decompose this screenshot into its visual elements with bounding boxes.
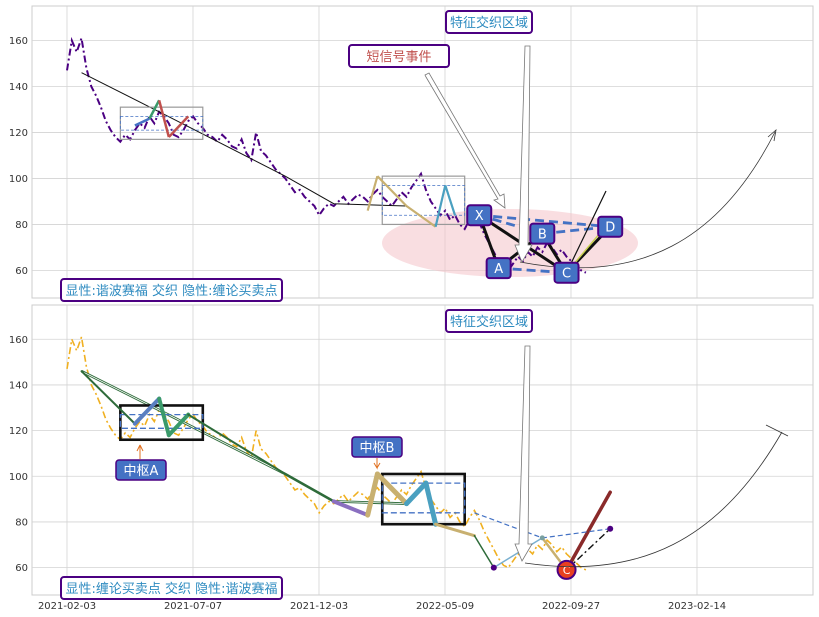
y-tick-label: 160	[9, 36, 28, 47]
harmonic-point-marker	[597, 215, 624, 238]
projection-line	[566, 190, 607, 273]
bi-segment	[284, 472, 335, 503]
y-tick-label: 100	[9, 174, 28, 185]
x-tick-label: 2022-09-27	[542, 601, 600, 612]
y-tick-label: 160	[9, 335, 28, 346]
zhongshu-a-tag-text: 中枢A	[124, 464, 159, 479]
hollow-arrow-down-bottom	[514, 345, 533, 562]
wave-segment	[167, 115, 190, 138]
harmonic-point-label: D	[605, 221, 615, 236]
y-tick-label: 100	[9, 472, 28, 483]
wave-segment-zone-b	[444, 184, 457, 216]
pivot-dot	[490, 564, 497, 571]
plot-frame	[31, 304, 814, 596]
wave-segment-zone-b	[405, 205, 437, 228]
price-series-line-bottom	[66, 336, 587, 571]
harmonic-point-label: X	[475, 209, 484, 224]
projection-bar-end	[765, 424, 789, 437]
feature-region-ellipse	[382, 209, 638, 277]
top-legend-box	[60, 278, 283, 302]
zhongshu-inner-dashed	[119, 115, 204, 131]
harmonic-dashed-link	[478, 213, 543, 235]
bottom-top-callout-box	[445, 309, 533, 333]
bottom-panel: 60 80 100 120 140 160	[9, 304, 814, 596]
wave-segment-zone-b	[366, 175, 379, 211]
bi-segment	[473, 534, 495, 569]
buy-point-marker	[556, 559, 577, 580]
bi-segment	[423, 480, 439, 527]
zhongshu-b-tag-text: 中枢B	[360, 441, 395, 456]
harmonic-point-marker	[485, 257, 512, 280]
y-tick-label: 80	[15, 517, 28, 528]
bi-segment	[404, 480, 429, 507]
trend-line	[81, 72, 407, 207]
short-signal-text: 短信号事件	[366, 50, 431, 65]
wave-segment	[148, 99, 161, 120]
dashdot-link-bottom	[566, 528, 611, 571]
y-tick-label: 60	[15, 563, 28, 574]
y-tick-label: 120	[9, 426, 28, 437]
top-callout-text: 特征交织区域	[450, 15, 528, 31]
wave-segment	[134, 117, 150, 127]
y-tick-label: 120	[9, 128, 28, 139]
bi-segment	[187, 413, 287, 475]
bi-segment	[564, 490, 612, 572]
top-callout-box	[445, 10, 533, 34]
harmonic-point-marker	[553, 261, 580, 284]
zhongshu-inner-dashed	[381, 184, 466, 216]
zhongshu-a-tag-box	[115, 459, 167, 481]
short-signal-box	[348, 44, 450, 68]
projection-arrowhead	[767, 128, 777, 142]
bi-segment	[157, 396, 171, 438]
wave-segment-zone-b	[434, 185, 447, 227]
bi-segment	[132, 396, 162, 426]
hollow-arrow-down	[514, 45, 533, 263]
bottom-legend-text: 显性:缠论买卖点 交织 隐性:谐波赛福	[65, 581, 277, 597]
harmonic-dashed-link	[479, 213, 611, 229]
harmonic-point-label: C	[562, 267, 571, 282]
bi-segment	[374, 471, 409, 507]
x-tick-label: 2021-12-03	[290, 601, 348, 612]
y-tick-label: 60	[15, 266, 28, 277]
wave-segment-zone-b	[376, 175, 408, 207]
bottom-legend-box	[60, 576, 283, 600]
bi-segment	[365, 471, 380, 518]
bi-segment	[331, 499, 370, 518]
bi-segment	[493, 537, 544, 569]
bottom-top-callout-text: 特征交织区域	[450, 314, 528, 330]
x-tick-label: 2023-02-14	[668, 601, 726, 612]
harmonic-point-label: A	[494, 262, 503, 277]
harmonic-point-marker	[466, 204, 493, 227]
zhongshu-b-pointer	[373, 458, 381, 470]
projection-curve-bottom	[524, 431, 783, 568]
y-tick-label: 140	[9, 82, 28, 93]
buy-point-label: C	[563, 564, 571, 577]
zhongshu-b-tag-box	[351, 436, 403, 458]
x-tick-label: 2022-05-09	[416, 601, 474, 612]
top-legend-text: 显性:谐波赛福 交织 隐性:缠论买卖点	[65, 283, 277, 299]
bi-segment	[434, 522, 476, 538]
hollow-arrow-diagonal	[424, 72, 506, 209]
harmonic-point-marker	[529, 222, 556, 245]
bi-segment	[166, 412, 191, 438]
bi-segment	[80, 370, 136, 425]
y-tick-label: 140	[9, 380, 28, 391]
harmonic-point-label: B	[538, 228, 547, 243]
pivot-dot	[607, 525, 614, 532]
x-tick-label: 2021-02-03	[38, 601, 96, 612]
wave-segment	[157, 99, 171, 138]
x-tick-label: 2021-07-07	[164, 601, 222, 612]
y-tick-label: 80	[15, 220, 28, 231]
pivot-dot	[539, 535, 545, 541]
zhongshu-a-pointer	[136, 444, 144, 459]
